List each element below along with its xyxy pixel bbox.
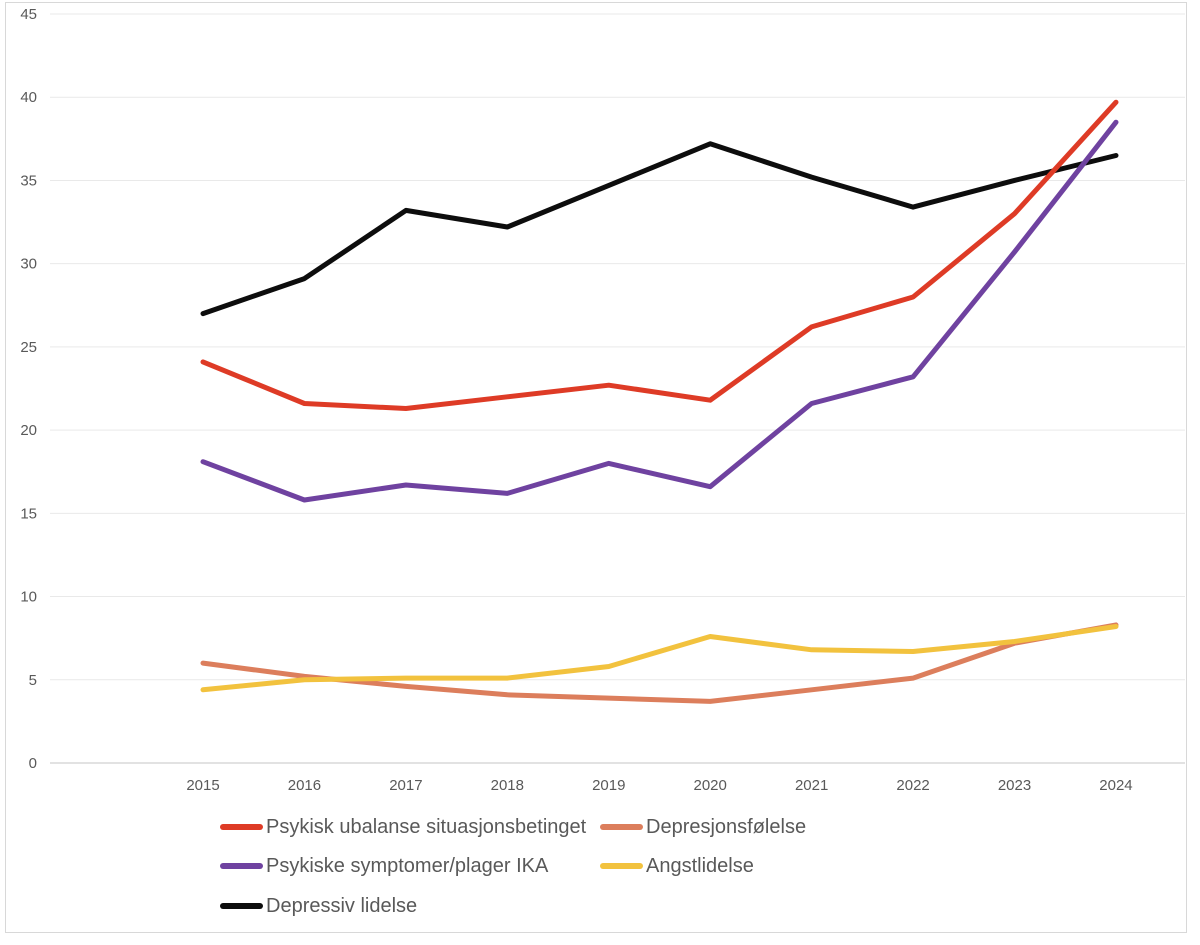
x-axis-tick-label: 2019 (592, 777, 625, 794)
series-line-3 (200, 624, 1119, 693)
x-axis-tick-label: 2020 (694, 777, 727, 794)
y-axis-tick-label: 45 (20, 6, 37, 23)
figure-border (5, 2, 1187, 933)
series-line-4 (200, 141, 1119, 317)
y-axis-tick-label: 20 (20, 422, 37, 439)
y-axis-tick-label: 25 (20, 339, 37, 356)
x-axis-tick-label: 2016 (288, 777, 321, 794)
series-line-0 (200, 99, 1119, 411)
x-axis-tick-label: 2023 (998, 777, 1031, 794)
x-axis-tick-label: 2022 (896, 777, 929, 794)
series-line-1 (200, 622, 1119, 704)
y-axis-tick-label: 10 (20, 589, 37, 606)
y-axis-tick-label: 0 (29, 755, 37, 772)
y-axis-tick-label: 40 (20, 89, 37, 106)
x-axis-tick-label: 2024 (1099, 777, 1132, 794)
x-axis-tick-label: 2015 (186, 777, 219, 794)
series-line-2 (200, 119, 1119, 503)
y-axis-tick-label: 5 (29, 672, 37, 689)
y-axis-tick-label: 15 (20, 505, 37, 522)
y-axis-tick-label: 35 (20, 172, 37, 189)
x-axis-tick-label: 2018 (491, 777, 524, 794)
y-axis-tick-label: 30 (20, 256, 37, 273)
x-axis-tick-label: 2017 (389, 777, 422, 794)
x-axis-tick-label: 2021 (795, 777, 828, 794)
